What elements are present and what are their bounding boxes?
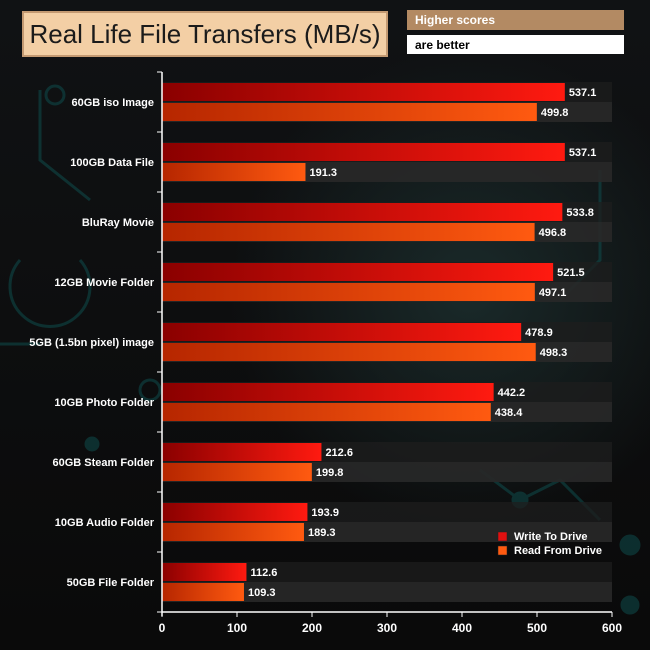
score-note-line-2: are better xyxy=(407,35,624,54)
write-bar xyxy=(162,203,563,221)
read-bar xyxy=(162,523,304,541)
write-bar xyxy=(162,83,565,101)
read-value-label: 199.8 xyxy=(316,467,344,479)
read-value-label: 496.8 xyxy=(539,227,567,239)
read-bar xyxy=(162,163,306,181)
x-tick-label: 600 xyxy=(602,621,622,635)
category-label: 5GB (1.5bn pixel) image xyxy=(29,337,154,349)
read-value-label: 189.3 xyxy=(308,527,336,539)
write-bar xyxy=(162,323,522,341)
category-label: 10GB Audio Folder xyxy=(55,517,155,529)
axes: 60GB iso Image 100GB Data File BluRay Movi… xyxy=(29,71,622,635)
read-bar xyxy=(162,403,491,421)
legend-write-label: Write To Drive xyxy=(514,531,588,543)
category-label: 60GB Steam Folder xyxy=(53,457,155,469)
write-value-label: 521.5 xyxy=(557,267,585,279)
x-tick-label: 400 xyxy=(452,621,472,635)
legend-read-label: Read From Drive xyxy=(514,545,602,557)
read-bar xyxy=(162,463,312,481)
read-bar xyxy=(162,103,537,121)
legend-write-swatch xyxy=(497,531,508,542)
category-label: 10GB Photo Folder xyxy=(54,397,154,409)
read-bar xyxy=(162,583,244,601)
category-label: BluRay Movie xyxy=(82,217,154,229)
read-bar xyxy=(162,223,535,241)
write-value-label: 478.9 xyxy=(525,327,553,339)
legend: Write To Drive Read From Drive xyxy=(497,531,602,557)
x-tick-label: 100 xyxy=(227,621,247,635)
read-value-label: 499.8 xyxy=(541,107,569,119)
category-label: 60GB iso Image xyxy=(71,97,154,109)
read-bar xyxy=(162,283,535,301)
write-value-label: 212.6 xyxy=(325,447,353,459)
chart-title: Real Life File Transfers (MB/s) xyxy=(22,11,388,57)
category-label: 100GB Data File xyxy=(70,157,154,169)
write-bar xyxy=(162,503,308,521)
write-value-label: 533.8 xyxy=(566,207,594,219)
read-value-label: 438.4 xyxy=(495,407,523,419)
category-label: 12GB Movie Folder xyxy=(54,277,154,289)
write-bar xyxy=(162,443,322,461)
write-value-label: 442.2 xyxy=(498,387,526,399)
write-bar xyxy=(162,263,554,281)
write-value-label: 537.1 xyxy=(569,147,597,159)
write-value-label: 112.6 xyxy=(250,567,277,579)
read-bar xyxy=(162,343,536,361)
read-value-label: 109.3 xyxy=(248,587,276,599)
read-value-label: 498.3 xyxy=(540,347,568,359)
write-bar xyxy=(162,143,565,161)
read-value-label: 191.3 xyxy=(309,167,337,179)
write-bar xyxy=(162,383,494,401)
category-label: 50GB File Folder xyxy=(67,577,155,589)
read-value-label: 497.1 xyxy=(539,287,567,299)
write-value-label: 537.1 xyxy=(569,87,597,99)
x-tick-label: 200 xyxy=(302,621,322,635)
x-tick-label: 300 xyxy=(377,621,397,635)
score-note-line-1: Higher scores xyxy=(407,10,624,30)
legend-read-swatch xyxy=(497,545,508,556)
bars: 537.1499.8537.1191.3533.8496.8521.5497.1… xyxy=(162,83,596,601)
write-bar xyxy=(162,563,247,581)
write-value-label: 193.9 xyxy=(311,507,339,519)
row-band-alt xyxy=(162,582,612,602)
x-tick-label: 0 xyxy=(159,621,166,635)
x-tick-label: 500 xyxy=(527,621,547,635)
